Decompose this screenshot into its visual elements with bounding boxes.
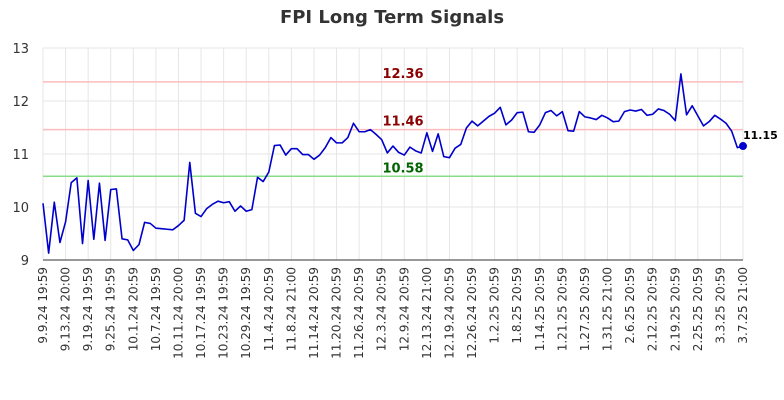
x-tick-label: 10.11.24 20:00 — [171, 267, 185, 359]
x-tick-label: 12.26.24 20:59 — [465, 267, 479, 359]
y-tick-label: 10 — [12, 201, 29, 216]
x-tick-label: 3.7.25 21:00 — [736, 267, 750, 344]
last-value-label: 11.15 — [743, 129, 778, 142]
x-tick-label: 11.4.24 20:59 — [262, 267, 276, 351]
x-tick-label: 12.9.24 20:59 — [397, 267, 411, 351]
last-point-marker — [739, 142, 747, 151]
x-tick-label: 12.13.24 21:00 — [420, 267, 434, 359]
x-tick-label: 1.27.25 20:59 — [578, 267, 592, 351]
x-tick-label: 10.17.24 19:59 — [194, 267, 208, 359]
x-tick-label: 2.12.25 20:59 — [646, 267, 660, 351]
x-tick-label: 9.25.24 19:59 — [104, 267, 118, 351]
signal-levels: 12.36 11.46 10.58 — [43, 67, 743, 178]
y-tick-label: 9 — [21, 254, 29, 269]
y-tick-label: 12 — [12, 95, 29, 110]
chart-title: FPI Long Term Signals — [279, 7, 505, 28]
x-tick-label: 2.19.25 20:59 — [668, 267, 682, 351]
level-label-upper: 11.46 — [382, 115, 423, 130]
level-label-lower: 10.58 — [382, 161, 423, 176]
x-tick-label: 11.26.24 20:59 — [352, 267, 366, 359]
x-tick-label: 10.1.24 20:59 — [126, 267, 140, 351]
x-tick-label: 1.21.25 20:59 — [555, 267, 569, 351]
x-tick-label: 12.19.24 20:59 — [442, 267, 456, 359]
axis-layer: 9 10 11 12 13 9.9.24 19:59 9.13.24 20:00 9.19.2… — [12, 42, 750, 359]
x-tick-label: 1.14.25 20:59 — [533, 267, 547, 351]
x-tick-label: 11.14.24 20:59 — [307, 267, 321, 359]
x-tick-label: 1.8.25 20:59 — [510, 267, 524, 344]
x-tick-label: 11.20.24 20:59 — [330, 267, 344, 359]
x-tick-label: 10.29.24 19:59 — [239, 267, 253, 359]
price-series-line — [42, 73, 744, 254]
x-tick-label: 1.31.25 21:00 — [601, 267, 615, 351]
x-tick-label: 9.13.24 20:00 — [59, 267, 73, 351]
x-tick-label: 10.7.24 19:59 — [149, 267, 163, 351]
x-tick-label: 11.8.24 21:00 — [284, 267, 298, 351]
x-tick-label: 9.9.24 19:59 — [36, 267, 50, 344]
x-tick-label: 2.6.25 20:59 — [623, 267, 637, 344]
x-tick-label: 10.23.24 19:59 — [217, 267, 231, 359]
series-layer: 11.15 — [42, 73, 778, 254]
x-tick-label: 3.3.25 20:59 — [713, 267, 727, 344]
x-tick-label: 12.3.24 20:59 — [375, 267, 389, 351]
x-tick-label: 1.2.25 20:59 — [488, 267, 502, 344]
level-label-upper: 12.36 — [382, 67, 423, 82]
x-tick-label: 2.25.25 20:59 — [691, 267, 705, 351]
x-tick-label: 9.19.24 19:59 — [81, 267, 95, 351]
y-tick-label: 11 — [12, 148, 29, 163]
y-tick-label: 13 — [12, 42, 29, 57]
